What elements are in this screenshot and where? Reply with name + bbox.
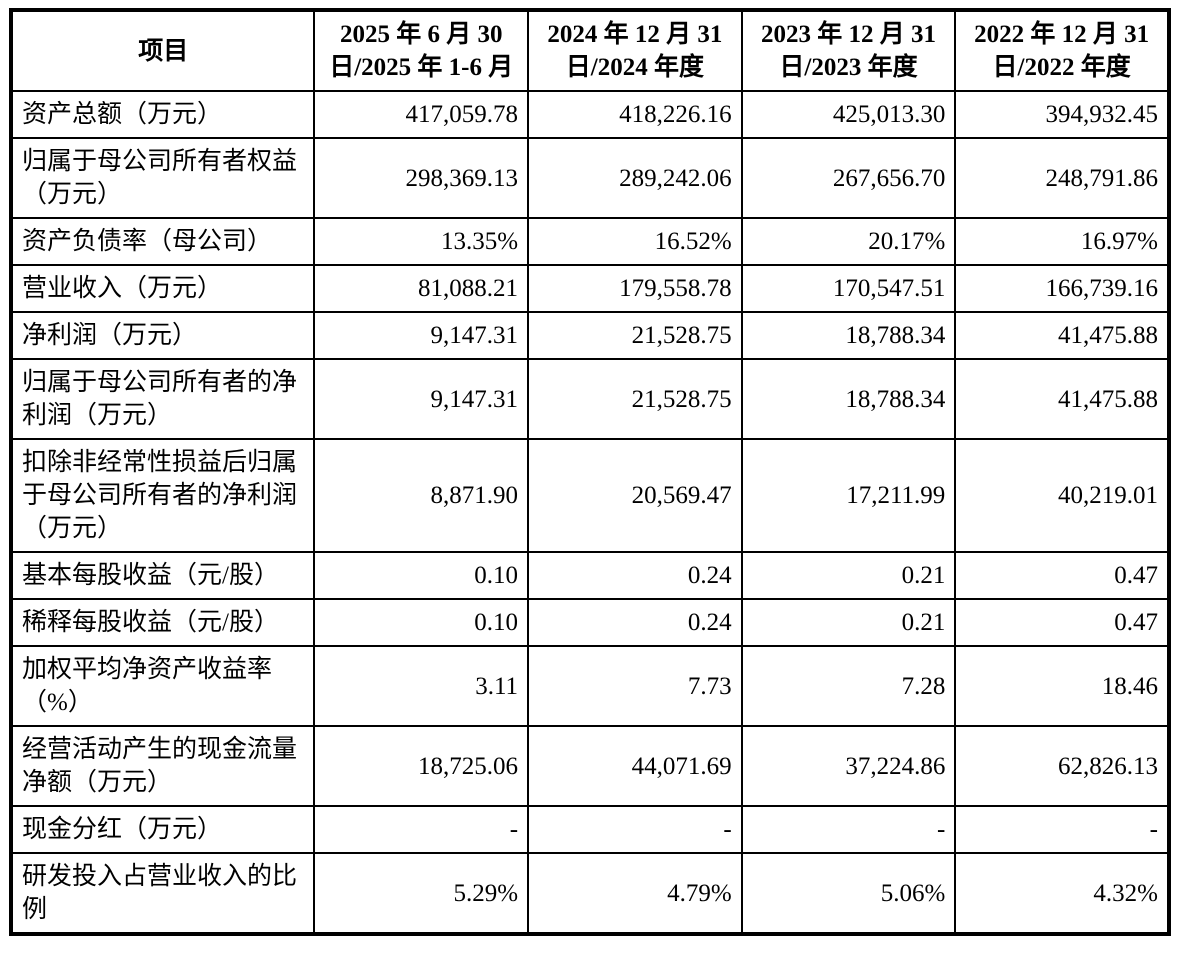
row-value: 0.21 bbox=[740, 551, 957, 600]
table-row: 加权平均净资产收益率（%） 3.11 7.73 7.28 18.46 bbox=[9, 645, 1170, 727]
row-value: 0.24 bbox=[527, 598, 743, 647]
row-label: 净利润（万元） bbox=[9, 311, 316, 360]
column-header-line1: 2024 年 12 月 31 bbox=[547, 21, 723, 48]
row-value: 289,242.06 bbox=[527, 137, 743, 219]
row-value: 0.24 bbox=[527, 551, 743, 600]
row-value: 44,071.69 bbox=[527, 725, 743, 807]
row-label: 归属于母公司所有者权益（万元） bbox=[9, 137, 316, 219]
row-label: 加权平均净资产收益率（%） bbox=[9, 645, 316, 727]
row-value: - bbox=[313, 805, 530, 854]
row-label: 稀释每股收益（元/股） bbox=[9, 598, 316, 647]
row-value: 18,788.34 bbox=[740, 358, 957, 440]
column-header-line1: 2022 年 12 月 31 bbox=[974, 21, 1150, 48]
row-label: 归属于母公司所有者的净利润（万元） bbox=[9, 358, 316, 440]
row-value: 3.11 bbox=[313, 645, 530, 727]
column-header-period: 2022 年 12 月 31 日/2022 年度 bbox=[954, 9, 1170, 92]
column-header-line1: 2025 年 6 月 30 bbox=[339, 21, 503, 48]
row-label: 营业收入（万元） bbox=[9, 264, 316, 313]
row-value: 0.21 bbox=[740, 598, 957, 647]
row-value: 417,059.78 bbox=[313, 90, 530, 139]
row-value: - bbox=[527, 805, 743, 854]
row-value: 18,725.06 bbox=[313, 725, 530, 807]
table-row: 归属于母公司所有者的净利润（万元） 9,147.31 21,528.75 18,788… bbox=[9, 358, 1170, 440]
row-label: 现金分红（万元） bbox=[9, 805, 316, 854]
row-value: 20.17% bbox=[740, 217, 957, 266]
row-value: 62,826.13 bbox=[954, 725, 1170, 807]
table-row: 资产总额（万元） 417,059.78 418,226.16 425,013.30 39… bbox=[9, 90, 1170, 139]
row-value: 41,475.88 bbox=[954, 358, 1170, 440]
table-header-row: 项目 2025 年 6 月 30 日/2025 年 1-6 月 2024 年 12 月… bbox=[9, 9, 1170, 92]
row-value: - bbox=[954, 805, 1170, 854]
row-value: 8,871.90 bbox=[313, 438, 530, 553]
row-value: 21,528.75 bbox=[527, 311, 743, 360]
row-value: 394,932.45 bbox=[954, 90, 1170, 139]
table-header: 项目 2025 年 6 月 30 日/2025 年 1-6 月 2024 年 12 月… bbox=[9, 9, 1170, 92]
column-header-line2: 日/2022 年度 bbox=[992, 54, 1131, 81]
column-header-line2: 日/2025 年 1-6 月 bbox=[329, 54, 514, 81]
financial-summary-table: 项目 2025 年 6 月 30 日/2025 年 1-6 月 2024 年 12 月… bbox=[9, 8, 1171, 936]
row-value: 0.47 bbox=[954, 598, 1170, 647]
table-row: 归属于母公司所有者权益（万元） 298,369.13 289,242.06 267,6… bbox=[9, 137, 1170, 219]
row-value: 5.29% bbox=[313, 852, 530, 935]
row-value: 418,226.16 bbox=[527, 90, 743, 139]
row-value: 13.35% bbox=[313, 217, 530, 266]
row-value: 37,224.86 bbox=[740, 725, 957, 807]
row-value: 9,147.31 bbox=[313, 311, 530, 360]
row-value: 179,558.78 bbox=[527, 264, 743, 313]
table-row: 扣除非经常性损益后归属于母公司所有者的净利润（万元） 8,871.90 20,569… bbox=[9, 438, 1170, 553]
column-header-period: 2024 年 12 月 31 日/2024 年度 bbox=[527, 9, 743, 92]
row-value: 18,788.34 bbox=[740, 311, 957, 360]
row-value: 20,569.47 bbox=[527, 438, 743, 553]
table-row: 研发投入占营业收入的比例 5.29% 4.79% 5.06% 4.32% bbox=[9, 852, 1170, 935]
row-value: 0.10 bbox=[313, 598, 530, 647]
row-value: 7.73 bbox=[527, 645, 743, 727]
row-value: 16.52% bbox=[527, 217, 743, 266]
row-value: 0.47 bbox=[954, 551, 1170, 600]
row-value: 18.46 bbox=[954, 645, 1170, 727]
row-value: 17,211.99 bbox=[740, 438, 957, 553]
row-label: 基本每股收益（元/股） bbox=[9, 551, 316, 600]
row-value: 7.28 bbox=[740, 645, 957, 727]
column-header-line2: 日/2023 年度 bbox=[779, 54, 918, 81]
row-label: 研发投入占营业收入的比例 bbox=[9, 852, 316, 935]
row-label: 扣除非经常性损益后归属于母公司所有者的净利润（万元） bbox=[9, 438, 316, 553]
row-value: 170,547.51 bbox=[740, 264, 957, 313]
row-value: 425,013.30 bbox=[740, 90, 957, 139]
row-value: 0.10 bbox=[313, 551, 530, 600]
column-header-period: 2023 年 12 月 31 日/2023 年度 bbox=[740, 9, 957, 92]
row-label: 资产总额（万元） bbox=[9, 90, 316, 139]
row-value: 4.32% bbox=[954, 852, 1170, 935]
row-value: 40,219.01 bbox=[954, 438, 1170, 553]
row-value: 16.97% bbox=[954, 217, 1170, 266]
row-value: 41,475.88 bbox=[954, 311, 1170, 360]
column-header-item: 项目 bbox=[9, 9, 316, 92]
table-row: 净利润（万元） 9,147.31 21,528.75 18,788.34 41,475.… bbox=[9, 311, 1170, 360]
column-header-line2: 日/2024 年度 bbox=[565, 54, 704, 81]
row-label: 经营活动产生的现金流量净额（万元） bbox=[9, 725, 316, 807]
row-value: 267,656.70 bbox=[740, 137, 957, 219]
row-value: 81,088.21 bbox=[313, 264, 530, 313]
column-header-line1: 2023 年 12 月 31 bbox=[760, 21, 936, 48]
table-row: 基本每股收益（元/股） 0.10 0.24 0.21 0.47 bbox=[9, 551, 1170, 600]
row-value: 9,147.31 bbox=[313, 358, 530, 440]
row-value: 21,528.75 bbox=[527, 358, 743, 440]
table-row: 营业收入（万元） 81,088.21 179,558.78 170,547.51 166… bbox=[9, 264, 1170, 313]
table-row: 现金分红（万元） - - - - bbox=[9, 805, 1170, 854]
row-value: 298,369.13 bbox=[313, 137, 530, 219]
row-value: 248,791.86 bbox=[954, 137, 1170, 219]
row-value: - bbox=[740, 805, 957, 854]
row-label: 资产负债率（母公司） bbox=[9, 217, 316, 266]
row-value: 5.06% bbox=[740, 852, 957, 935]
column-header-period: 2025 年 6 月 30 日/2025 年 1-6 月 bbox=[313, 9, 530, 92]
row-value: 4.79% bbox=[527, 852, 743, 935]
row-value: 166,739.16 bbox=[954, 264, 1170, 313]
table-row: 资产负债率（母公司） 13.35% 16.52% 20.17% 16.97% bbox=[9, 217, 1170, 266]
table-row: 稀释每股收益（元/股） 0.10 0.24 0.21 0.47 bbox=[9, 598, 1170, 647]
table-row: 经营活动产生的现金流量净额（万元） 18,725.06 44,071.69 37,22… bbox=[9, 725, 1170, 807]
table-body: 资产总额（万元） 417,059.78 418,226.16 425,013.30 39… bbox=[9, 90, 1170, 935]
